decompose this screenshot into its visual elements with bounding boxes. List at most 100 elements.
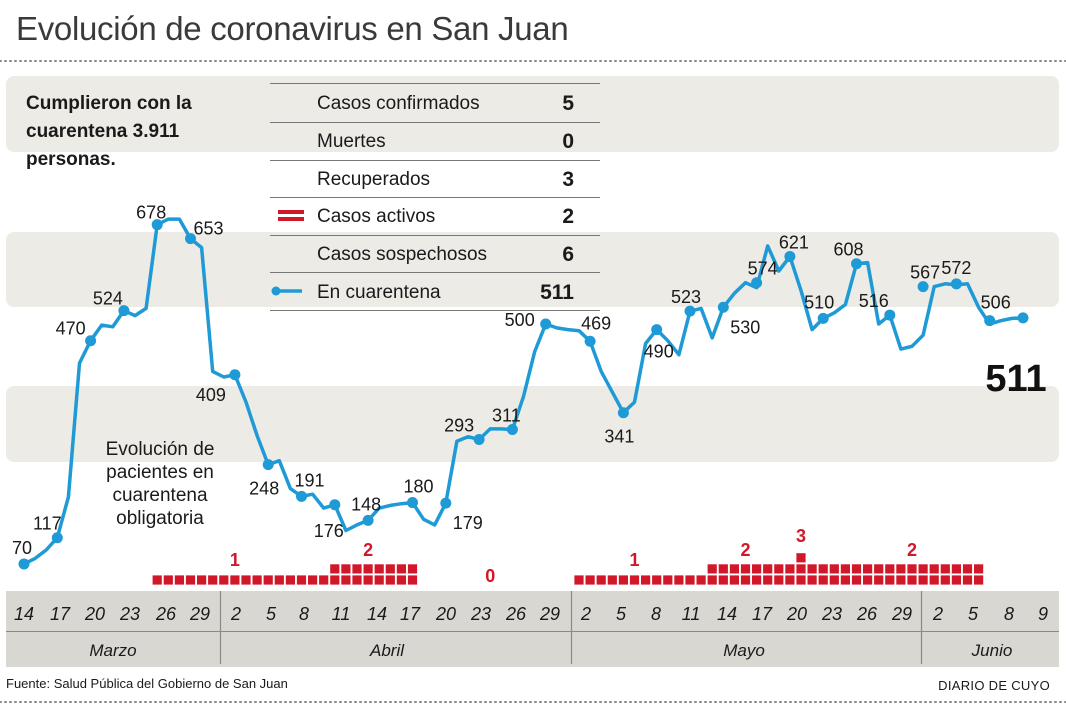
active-case-square (729, 564, 739, 574)
active-case-square (785, 575, 795, 585)
active-case-square (918, 575, 928, 585)
active-case-square (341, 564, 351, 574)
data-point (584, 335, 596, 347)
active-case-square (219, 575, 229, 585)
active-case-square (263, 575, 273, 585)
active-case-square (596, 575, 606, 585)
x-tick-label: 11 (682, 604, 701, 624)
active-case-square (396, 564, 406, 574)
data-point (917, 281, 929, 293)
legend-value: 5 (562, 92, 574, 115)
active-case-square (319, 575, 329, 585)
data-label: 523 (671, 287, 701, 307)
x-tick-label: 26 (155, 604, 177, 624)
active-case-square (796, 564, 806, 574)
data-label: 311 (492, 405, 521, 425)
active-case-square (341, 575, 351, 585)
data-point (407, 497, 418, 509)
data-label: 409 (196, 385, 226, 405)
active-case-square (174, 575, 184, 585)
active-cases-label: 2 (907, 540, 917, 560)
data-label: 510 (804, 292, 834, 312)
active-case-square (896, 575, 906, 585)
x-tick-label: 5 (616, 604, 627, 624)
active-case-square (796, 575, 806, 585)
x-tick-label: 2 (580, 604, 591, 624)
active-case-square (352, 575, 362, 585)
data-label: 506 (981, 293, 1011, 313)
data-point (784, 250, 796, 262)
active-case-square (840, 564, 850, 574)
active-case-square (163, 575, 173, 585)
active-case-square (885, 575, 895, 585)
x-tick-label: 29 (539, 604, 560, 624)
data-point (1017, 312, 1029, 324)
active-case-square (774, 575, 784, 585)
x-tick-label: 17 (400, 604, 421, 624)
data-point (296, 490, 307, 502)
x-axis-band (6, 591, 1059, 667)
active-cases-label: 3 (796, 526, 806, 546)
data-label: 653 (193, 219, 223, 239)
x-tick-label: 9 (1038, 604, 1048, 624)
data-label: 516 (859, 291, 889, 311)
active-case-square (974, 564, 984, 574)
active-case-square (407, 564, 418, 574)
data-label: 621 (779, 232, 809, 252)
active-case-square (607, 575, 617, 585)
data-label: 530 (730, 317, 760, 337)
x-tick-label: 2 (230, 604, 241, 624)
data-label: 248 (249, 479, 279, 499)
active-case-square (197, 575, 207, 585)
active-case-square (807, 575, 817, 585)
data-label: 524 (93, 289, 123, 309)
active-case-square (829, 575, 839, 585)
data-point (717, 301, 729, 313)
data-point (151, 219, 163, 231)
active-case-square (363, 564, 373, 574)
active-cases-label: 2 (740, 540, 750, 560)
active-case-square (407, 575, 418, 585)
data-point (984, 315, 996, 327)
active-case-square (863, 564, 873, 574)
data-point (884, 309, 896, 321)
active-case-square (385, 575, 395, 585)
data-label: 500 (505, 310, 535, 330)
x-tick-label: 8 (651, 604, 661, 624)
active-case-square (585, 575, 595, 585)
active-case-square (374, 564, 384, 574)
data-label: 179 (453, 513, 483, 533)
active-case-square (929, 575, 939, 585)
active-case-square (818, 564, 828, 574)
active-case-square (618, 575, 628, 585)
x-tick-label: 26 (856, 604, 878, 624)
x-tick-label: 17 (50, 604, 71, 624)
active-case-square (863, 575, 873, 585)
active-case-square (663, 575, 673, 585)
background-band (6, 232, 1059, 307)
data-label: 341 (604, 427, 634, 447)
active-cases-label: 1 (230, 550, 240, 570)
active-case-square (374, 575, 384, 585)
active-case-square (285, 575, 295, 585)
active-case-square (818, 575, 828, 585)
data-point (329, 499, 341, 511)
active-case-square (396, 575, 406, 585)
data-point (506, 423, 518, 435)
x-tick-label: 23 (470, 604, 491, 624)
active-case-square (774, 564, 784, 574)
legend-label: Casos sospechosos (317, 244, 487, 265)
data-label: 470 (56, 319, 86, 339)
legend-value: 3 (562, 168, 574, 191)
publisher-brand: DIARIO DE CUYO (938, 678, 1050, 693)
active-case-square (696, 575, 706, 585)
legend-label: Muertes (317, 131, 386, 152)
data-label: 678 (136, 203, 166, 223)
active-case-square (929, 564, 939, 574)
data-point (51, 532, 63, 544)
x-tick-label: 14 (14, 604, 34, 624)
active-case-square (851, 575, 862, 585)
data-label: 490 (644, 342, 674, 362)
x-tick-label: 11 (332, 604, 351, 624)
x-tick-label: 23 (821, 604, 842, 624)
